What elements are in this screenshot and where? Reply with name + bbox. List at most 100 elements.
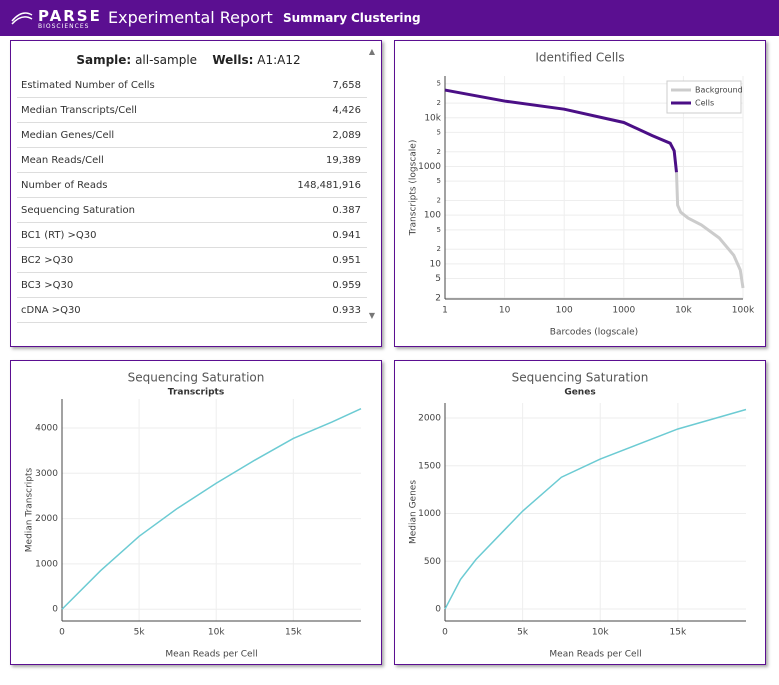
x-tick-label: 10 — [499, 306, 511, 316]
y-tick-label: 5 — [437, 80, 441, 88]
stat-value: 0.941 — [247, 222, 367, 248]
y-tick-label: 0 — [52, 605, 58, 615]
data-line — [444, 88, 678, 173]
scroll-down[interactable]: ▼ — [368, 311, 375, 320]
stats-row: BC2 >Q30 0.951 — [17, 247, 367, 273]
stat-label: Median Transcripts/Cell — [17, 97, 248, 123]
y-tick-label: 2 — [437, 197, 441, 205]
nav-link[interactable]: Clustering — [351, 11, 421, 25]
page-title: Experimental Report — [108, 8, 273, 27]
x-tick-label: 15k — [670, 628, 687, 638]
y-tick-label: 2 — [437, 245, 441, 253]
chart-subtitle: Genes — [564, 388, 595, 398]
x-tick-label: 10k — [592, 628, 609, 638]
data-line — [444, 408, 747, 610]
x-tick-label: 5k — [134, 628, 146, 638]
stat-label: Mean Reads/Cell — [17, 147, 248, 173]
stat-label: cDNA >Q30 — [17, 297, 248, 323]
chart-panel: Identified Cells 1 10 100 1000 10k 100k 2 5 10 2 5 1… — [394, 40, 766, 347]
stats-table: Estimated Number of Cells 7,658 Median Tra… — [17, 73, 367, 323]
y-tick-label: 5 — [437, 226, 441, 234]
y-tick-label: 2 — [435, 293, 441, 303]
chart: Sequencing Saturation Transcripts 0 5k 10k 15… — [25, 371, 362, 660]
x-tick-label: 1 — [442, 306, 448, 316]
stat-label: Sequencing Saturation — [17, 197, 248, 223]
stats-row: Sequencing Saturation 0.387 — [17, 197, 367, 223]
x-tick-label: 10k — [208, 628, 225, 638]
y-tick-label: 3000 — [35, 469, 58, 479]
stats-row: BC1 (RT) >Q30 0.941 — [17, 222, 367, 248]
y-tick-label: 2 — [437, 99, 441, 107]
stats-row: Number of Reads 148,481,916 — [17, 172, 367, 198]
stat-label: BC1 (RT) >Q30 — [17, 222, 248, 248]
y-tick-label: 5 — [437, 177, 441, 185]
chart-title: Identified Cells — [535, 51, 624, 65]
sample-info: Sample: all-sample Wells: A1:A12 — [11, 53, 366, 67]
scroll-up[interactable]: ▲ — [368, 47, 375, 56]
x-axis-label: Barcodes (logscale) — [550, 328, 638, 338]
legend-box — [666, 80, 742, 114]
logo-sub: BIOSCIENCES — [38, 23, 90, 30]
y-tick-label: 5 — [437, 128, 441, 136]
y-tick-label: 2 — [437, 148, 441, 156]
x-tick-label: 15k — [285, 628, 302, 638]
stats-row: Median Genes/Cell 2,089 — [17, 122, 367, 148]
stat-value: 0.959 — [247, 272, 367, 298]
x-tick-label: 0 — [59, 628, 65, 638]
y-axis-label: Median Genes — [409, 480, 419, 544]
chart-panel: Sequencing Saturation Genes 0 5k 10k 15k 0 500 1… — [394, 360, 766, 665]
y-tick-label: 10 — [430, 259, 442, 269]
sample-label: Sample: — [76, 53, 132, 67]
stat-value: 0.933 — [247, 297, 367, 323]
y-tick-label: 1000 — [35, 559, 58, 569]
y-tick-label: 500 — [424, 557, 441, 567]
chart-panel: Sequencing Saturation Transcripts 0 5k 10k 15… — [10, 360, 382, 665]
x-tick-label: 5k — [517, 628, 529, 638]
y-tick-label: 5 — [435, 274, 441, 284]
y-tick-label: 1000 — [418, 162, 441, 172]
chart-title: Sequencing Saturation — [128, 371, 265, 385]
stat-value: 4,426 — [247, 97, 367, 123]
x-tick-label: 0 — [442, 628, 448, 638]
nav-link[interactable]: Summary — [283, 11, 348, 25]
y-tick-label: 10k — [424, 113, 441, 123]
stats-row: cDNA >Q30 0.933 — [17, 297, 367, 323]
legend-label: Background — [695, 86, 743, 95]
x-tick-label: 100k — [732, 306, 755, 316]
chart-title: Sequencing Saturation — [512, 371, 649, 385]
stat-value: 0.951 — [247, 247, 367, 273]
stats-panel: Sample: all-sample Wells: A1:A12 ▲ ▼ Est… — [10, 40, 382, 347]
y-tick-label: 2000 — [35, 514, 58, 524]
y-tick-label: 0 — [435, 605, 441, 615]
logo-icon — [11, 12, 33, 25]
y-tick-label: 4000 — [35, 423, 58, 433]
stat-value: 2,089 — [247, 122, 367, 148]
stat-value: 19,389 — [247, 147, 367, 173]
stat-value: 148,481,916 — [247, 172, 367, 198]
y-axis-label: Median Transcripts — [25, 467, 35, 552]
legend-label: Cells — [695, 99, 714, 108]
x-axis-label: Mean Reads per Cell — [549, 650, 641, 660]
y-tick-label: 2000 — [418, 413, 441, 423]
y-tick-label: 1500 — [418, 461, 441, 471]
chart: Sequencing Saturation Genes 0 5k 10k 15k 0 500 1… — [409, 371, 747, 660]
chart: Identified Cells 1 10 100 1000 10k 100k 2 5 10 2 5 1… — [409, 51, 755, 338]
stat-value: 0.387 — [247, 197, 367, 223]
stat-label: BC2 >Q30 — [17, 247, 248, 273]
y-tick-label: 100 — [424, 211, 441, 221]
y-axis-label: Transcripts (logscale) — [409, 140, 419, 237]
stats-row: Mean Reads/Cell 19,389 — [17, 147, 367, 173]
data-line — [61, 408, 362, 610]
x-tick-label: 100 — [556, 306, 573, 316]
stats-row: Estimated Number of Cells 7,658 — [17, 73, 367, 98]
stat-label: Number of Reads — [17, 172, 248, 198]
stats-row: BC3 >Q30 0.959 — [17, 272, 367, 298]
wells-label: Wells: — [212, 53, 254, 67]
y-tick-label: 1000 — [418, 509, 441, 519]
x-axis-label: Mean Reads per Cell — [165, 650, 257, 660]
x-tick-label: 10k — [675, 306, 692, 316]
stat-label: Estimated Number of Cells — [17, 73, 248, 98]
sample-value: all-sample — [135, 53, 198, 67]
data-line — [674, 172, 745, 289]
